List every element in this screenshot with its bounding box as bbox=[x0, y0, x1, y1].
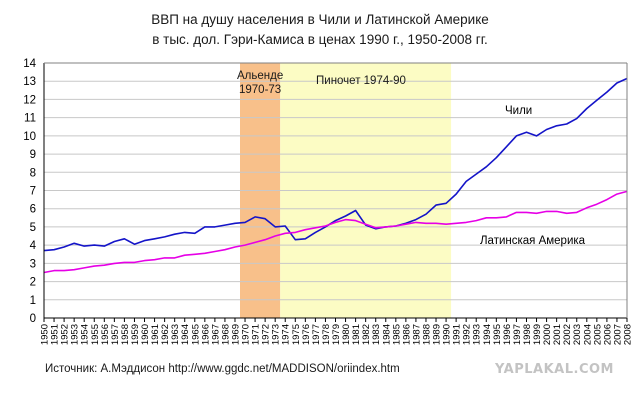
x-tick-label: 1977 bbox=[311, 324, 322, 345]
x-tick-label: 1962 bbox=[160, 324, 171, 345]
series-line-0 bbox=[43, 77, 628, 252]
x-tick-label: 1985 bbox=[391, 324, 402, 345]
x-tick-label: 1992 bbox=[462, 324, 473, 345]
x-tick-label: 1969 bbox=[230, 324, 241, 345]
x-tick-label: 1964 bbox=[180, 324, 191, 345]
x-tick-label: 1954 bbox=[80, 324, 91, 345]
x-tick-label: 1978 bbox=[321, 324, 332, 345]
x-tick-label: 1981 bbox=[351, 324, 362, 345]
chart-subtitle: в тыс. дол. Гэри-Камиса в ценах 1990 г.,… bbox=[152, 32, 488, 47]
series-label-chile: Чили bbox=[505, 105, 532, 117]
x-tick-label: 2006 bbox=[602, 324, 613, 345]
x-tick-label: 2002 bbox=[562, 324, 573, 345]
chart-title: ВВП на душу населения в Чили и Латинской… bbox=[151, 12, 489, 27]
x-tick-label: 1990 bbox=[442, 324, 453, 345]
source-note: Источник: А.Мэддисон http://www.ggdc.net… bbox=[45, 363, 400, 375]
y-tick-label: 11 bbox=[24, 113, 36, 125]
x-tick-label: 1988 bbox=[421, 324, 432, 345]
x-tick-label: 1959 bbox=[130, 324, 141, 345]
x-tick-label: 2000 bbox=[542, 324, 553, 345]
x-tick-label: 1967 bbox=[210, 324, 221, 345]
x-tick-label: 1968 bbox=[220, 324, 231, 345]
x-tick-label: 1989 bbox=[432, 324, 443, 345]
y-tick-label: 7 bbox=[30, 186, 36, 198]
y-tick-label: 8 bbox=[30, 167, 36, 179]
x-tick-label: 1965 bbox=[190, 324, 201, 345]
allende-years-label: 1970-73 bbox=[239, 84, 281, 96]
x-tick-label: 1970 bbox=[241, 324, 252, 345]
x-tick-label: 1994 bbox=[482, 324, 493, 345]
y-tick-label: 14 bbox=[23, 58, 36, 70]
series-label-latin-america: Латинская Америка bbox=[480, 235, 586, 247]
x-tick-label: 1952 bbox=[60, 324, 71, 345]
x-tick-label: 2003 bbox=[572, 324, 583, 345]
x-tick-label: 1980 bbox=[341, 324, 352, 345]
x-tick-label: 1995 bbox=[492, 324, 503, 345]
watermark-logo: YAPLAKAL.COM bbox=[495, 362, 614, 377]
y-tick-label: 12 bbox=[23, 94, 36, 106]
x-tick-label: 2008 bbox=[623, 324, 634, 345]
y-tick-label: 13 bbox=[23, 76, 36, 88]
x-tick-label: 1998 bbox=[522, 324, 533, 345]
x-tick-label: 1986 bbox=[401, 324, 412, 345]
x-tick-label: 1983 bbox=[371, 324, 382, 345]
x-tick-label: 1993 bbox=[472, 324, 483, 345]
x-tick-label: 1999 bbox=[532, 324, 543, 345]
x-tick-label: 1972 bbox=[261, 324, 272, 345]
axes bbox=[43, 62, 628, 319]
x-tick-label: 1955 bbox=[90, 324, 101, 345]
x-tick-label: 1991 bbox=[452, 324, 463, 345]
y-tick-label: 0 bbox=[30, 313, 36, 325]
x-tick-label: 1953 bbox=[70, 324, 81, 345]
pinochet-label: Пиночет 1974-90 bbox=[316, 75, 406, 87]
x-tick-label: 1951 bbox=[50, 324, 61, 345]
x-tick-label: 1987 bbox=[411, 324, 422, 345]
x-tick-label: 1958 bbox=[120, 324, 131, 345]
series-line-1 bbox=[43, 190, 628, 274]
x-tick-label: 1960 bbox=[140, 324, 151, 345]
x-tick-label: 2001 bbox=[552, 324, 563, 345]
x-tick-label: 1976 bbox=[301, 324, 312, 345]
x-tick-label: 1966 bbox=[200, 324, 211, 345]
series-lines bbox=[43, 77, 628, 274]
x-tick-label: 1975 bbox=[291, 324, 302, 345]
y-tick-label: 3 bbox=[30, 258, 36, 270]
x-tick-label: 1982 bbox=[361, 324, 372, 345]
x-tick-label: 1961 bbox=[150, 324, 161, 345]
x-tick-label: 1973 bbox=[271, 324, 282, 345]
y-tick-label: 5 bbox=[30, 222, 36, 234]
x-tick-label: 1974 bbox=[281, 324, 292, 345]
y-tick-label: 4 bbox=[30, 240, 37, 252]
x-tick-label: 1984 bbox=[381, 324, 392, 345]
allende-label: Альенде bbox=[237, 70, 283, 82]
x-tick-label: 1971 bbox=[251, 324, 262, 345]
x-tick-label: 1997 bbox=[512, 324, 523, 345]
x-axis-ticks: 1950 1951 1952 1953 1954 1955 1956 1957 1958 1959… bbox=[40, 318, 634, 345]
x-tick-label: 1956 bbox=[100, 324, 111, 345]
annotation-labels: Альенде 1970-73 Пиночет 1974-90 Чили Латинск… bbox=[237, 70, 586, 247]
y-tick-label: 2 bbox=[30, 277, 36, 289]
x-tick-label: 1950 bbox=[40, 324, 51, 345]
x-tick-label: 1957 bbox=[110, 324, 121, 345]
y-tick-label: 9 bbox=[30, 149, 36, 161]
y-tick-label: 1 bbox=[30, 295, 36, 307]
x-tick-label: 2005 bbox=[592, 324, 603, 345]
x-tick-label: 2007 bbox=[612, 324, 623, 345]
y-tick-label: 6 bbox=[30, 204, 36, 216]
y-tick-label: 10 bbox=[23, 131, 36, 143]
x-tick-label: 2004 bbox=[582, 324, 593, 345]
x-tick-label: 1963 bbox=[170, 324, 181, 345]
x-tick-label: 1979 bbox=[331, 324, 342, 345]
x-tick-label: 1996 bbox=[502, 324, 513, 345]
